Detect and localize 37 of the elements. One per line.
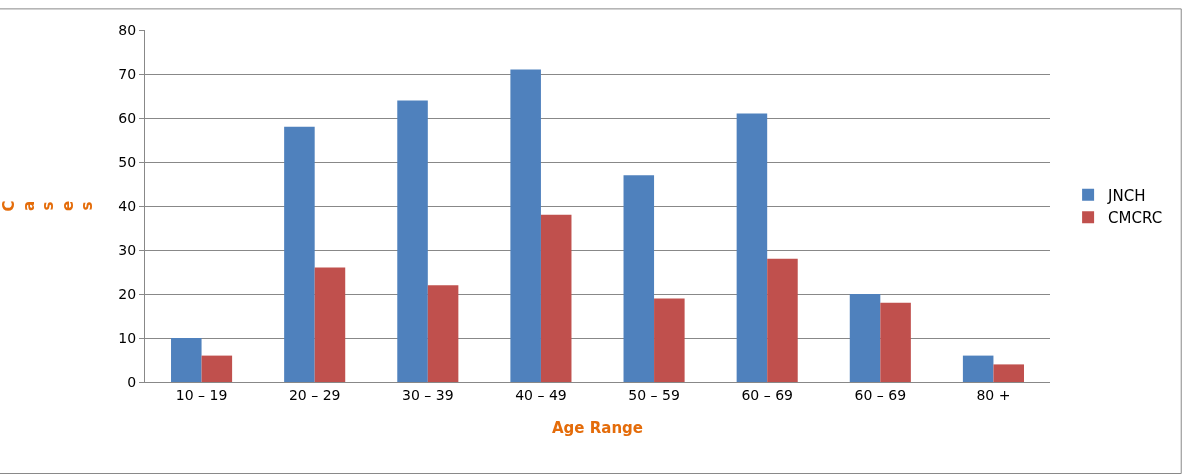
x-tick-label: 50 – 59 xyxy=(628,386,680,403)
y-tick-label: 10 xyxy=(118,329,137,346)
y-tick-label: 0 xyxy=(127,373,137,390)
bar xyxy=(284,126,315,382)
legend-label: JNCH xyxy=(1107,186,1146,205)
bar xyxy=(171,338,202,382)
legend-label: CMCRC xyxy=(1108,209,1163,228)
bar xyxy=(510,69,541,382)
bar xyxy=(201,355,233,382)
x-axis-title: Age Range xyxy=(551,418,644,437)
y-tick-label: 20 xyxy=(118,285,137,302)
bar xyxy=(767,258,798,382)
bar xyxy=(880,302,911,382)
x-tick-label: 60 – 69 xyxy=(741,386,793,403)
y-tick-label: 50 xyxy=(118,153,137,170)
bar xyxy=(623,175,655,382)
x-tick-label: 30 – 39 xyxy=(402,386,454,403)
bar xyxy=(397,100,428,382)
bar xyxy=(736,113,768,382)
bar xyxy=(427,285,459,382)
bar xyxy=(654,298,685,382)
x-tick-label: 60 – 69 xyxy=(854,386,907,403)
bar xyxy=(540,214,572,382)
y-tick-label: 70 xyxy=(118,65,137,82)
bar xyxy=(849,294,881,382)
x-tick-label: 20 – 29 xyxy=(288,386,341,403)
bar xyxy=(314,267,346,382)
x-tick-label: 80 + xyxy=(976,386,1011,403)
bar xyxy=(962,355,994,382)
y-tick-label: 80 xyxy=(118,21,137,38)
y-tick-label: 30 xyxy=(118,241,137,258)
x-tick-label: 10 – 19 xyxy=(175,386,228,403)
y-tick-label: 40 xyxy=(118,197,137,214)
y-tick-label: 60 xyxy=(118,109,137,126)
bar xyxy=(993,364,1024,382)
y-axis-title: Cases xyxy=(0,200,96,212)
x-tick-label: 40 – 49 xyxy=(515,386,567,403)
